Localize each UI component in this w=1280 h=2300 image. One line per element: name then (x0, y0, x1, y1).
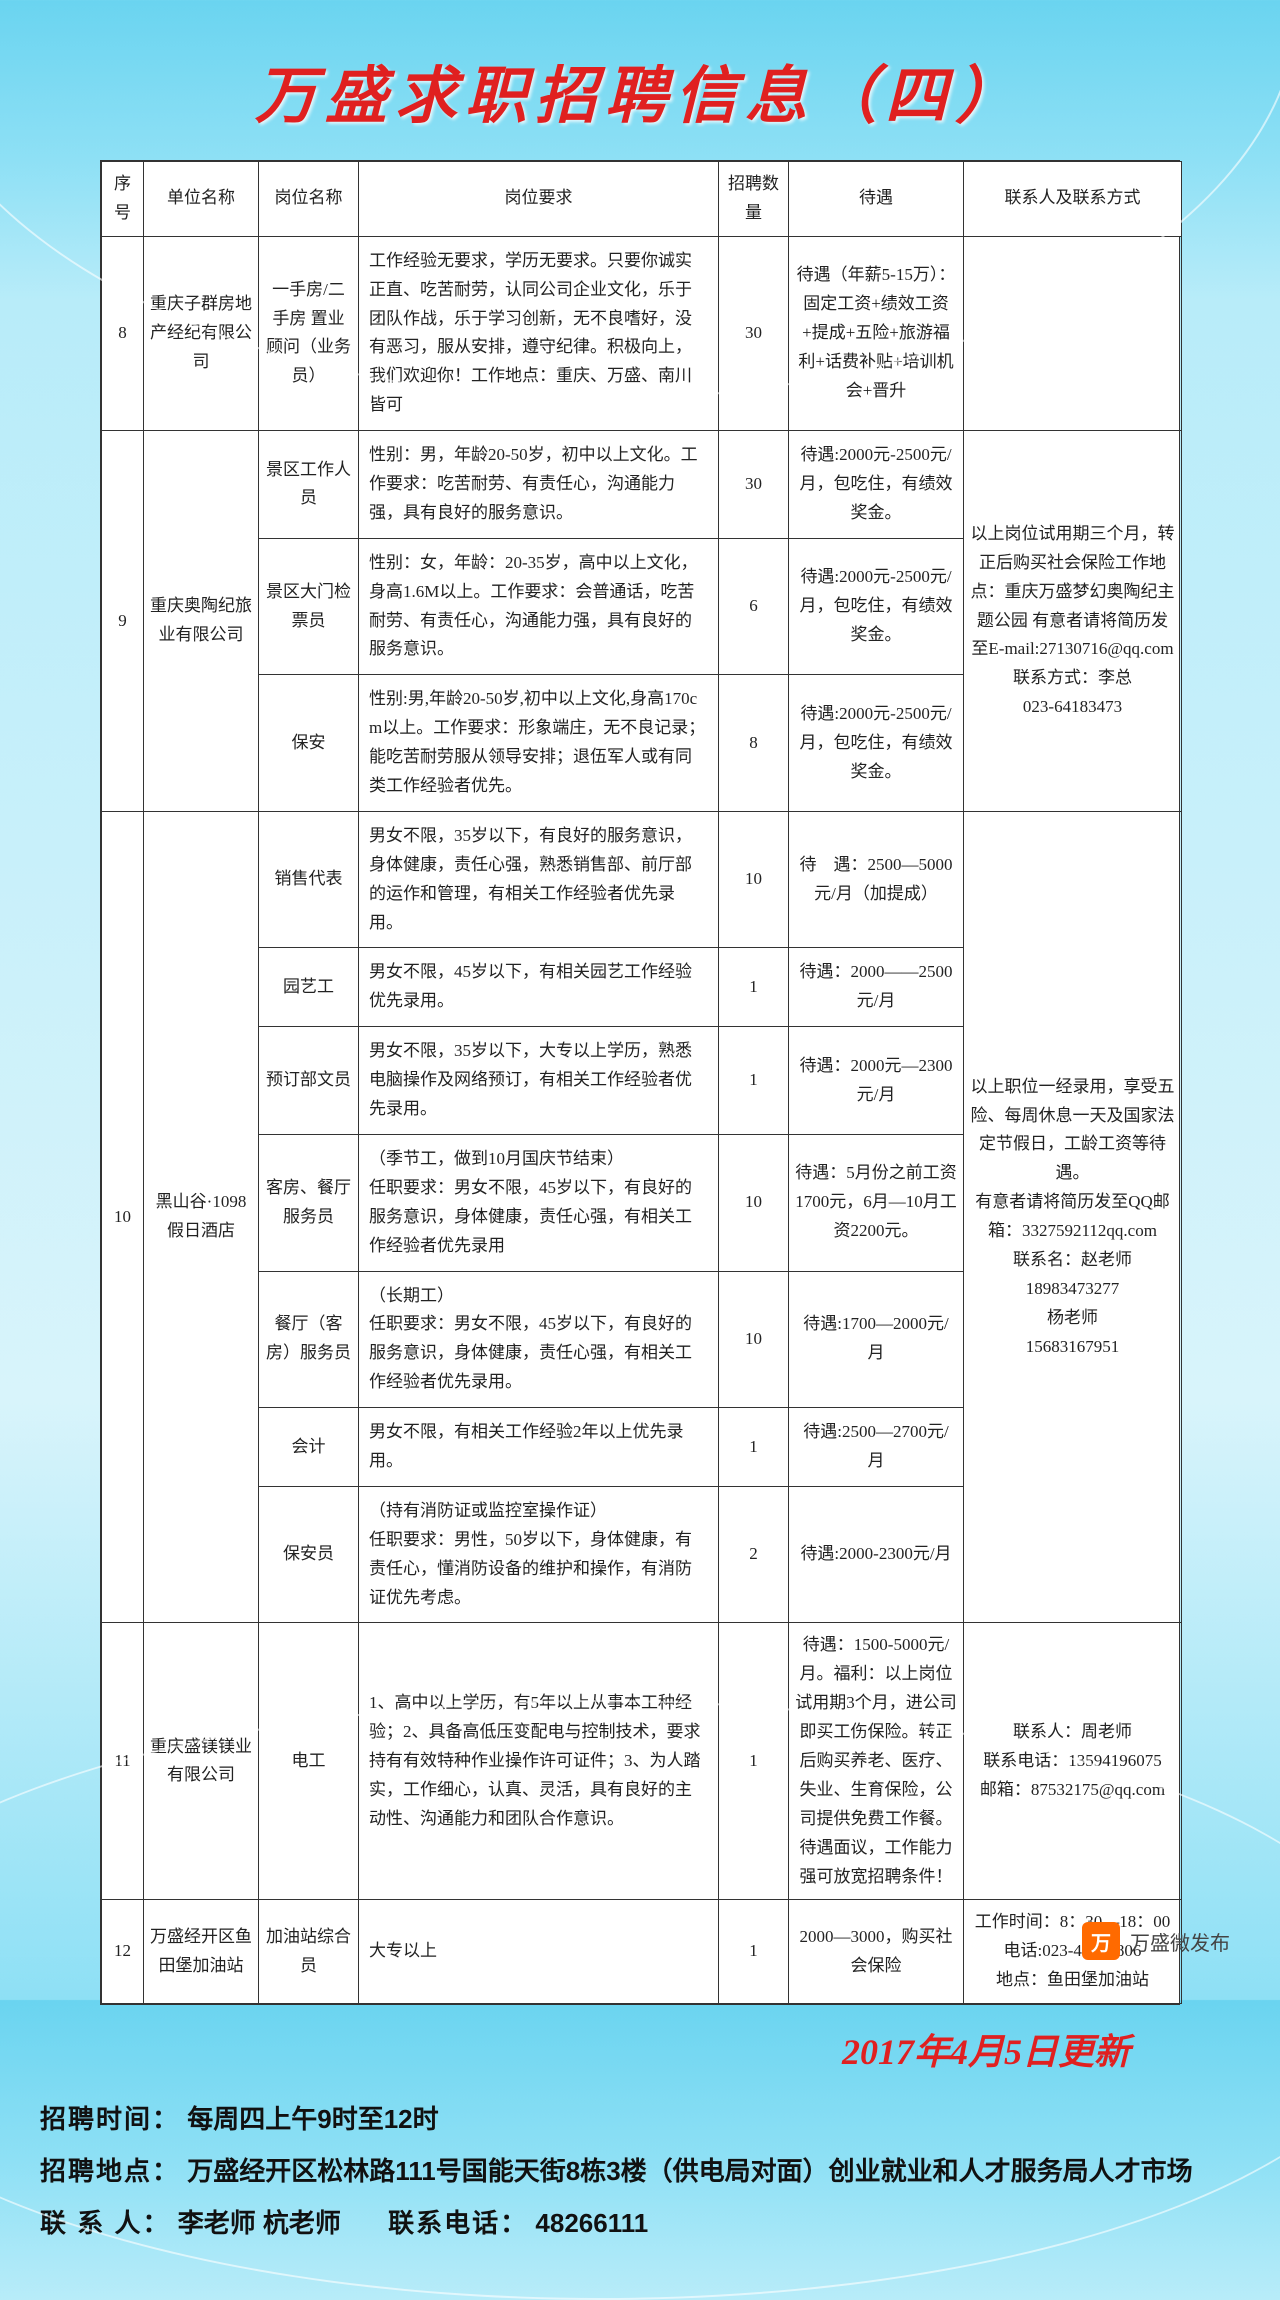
cell-requirement: 男女不限，45岁以下，有相关园艺工作经验优先录用。 (359, 948, 719, 1027)
cell-position: 园艺工 (259, 948, 359, 1027)
col-number: 招聘数量 (719, 162, 789, 237)
cell-position: 景区大门检票员 (259, 538, 359, 675)
col-position: 岗位名称 (259, 162, 359, 237)
cell-requirement: （季节工，做到10月国庆节结束）任职要求：男女不限，45岁以下，有良好的服务意识… (359, 1134, 719, 1271)
cell-position: 销售代表 (259, 811, 359, 948)
cell-position: 会计 (259, 1408, 359, 1487)
cell-treatment: 待遇:2000元-2500元/月，包吃住，有绩效奖金。 (789, 538, 964, 675)
cell-position: 餐厅（客房）服务员 (259, 1271, 359, 1408)
cell-company: 万盛经开区鱼田堡加油站 (144, 1900, 259, 2004)
cell-contact: 以上职位一经录用，享受五险、每周休息一天及国家法定节假日，工龄工资等待遇。有意者… (964, 811, 1182, 1622)
cell-position: 一手房/二手房 置业顾问（业务员） (259, 236, 359, 430)
cell-requirement: （长期工）任职要求：男女不限，45岁以下，有良好的服务意识，身体健康，责任心强，… (359, 1271, 719, 1408)
cell-requirement: 男女不限，35岁以下，大专以上学历，熟悉电脑操作及网络预订，有相关工作经验者优先… (359, 1027, 719, 1135)
cell-number: 30 (719, 431, 789, 539)
table-header-row: 序号 单位名称 岗位名称 岗位要求 招聘数量 待遇 联系人及联系方式 (102, 162, 1182, 237)
table-row: 9重庆奥陶纪旅业有限公司景区工作人员性别：男，年龄20-50岁，初中以上文化。工… (102, 431, 1182, 539)
cell-number: 10 (719, 1134, 789, 1271)
cell-position: 客房、餐厅服务员 (259, 1134, 359, 1271)
cell-treatment: 待遇:2000-2300元/月 (789, 1486, 964, 1623)
cell-contact: 以上岗位试用期三个月，转正后购买社会保险工作地点：重庆万盛梦幻奥陶纪主题公园 有… (964, 431, 1182, 812)
cell-contact (964, 236, 1182, 430)
wechat-name: 万盛微发布 (1130, 1927, 1230, 1956)
col-requirement: 岗位要求 (359, 162, 719, 237)
cell-requirement: 大专以上 (359, 1900, 719, 2004)
time-value: 每周四上午9时至12时 (187, 2104, 438, 2134)
cell-requirement: 性别：女，年龄：20-35岁，高中以上文化，身高1.6M以上。工作要求：会普通话… (359, 538, 719, 675)
cell-number: 30 (719, 236, 789, 430)
wechat-icon (1082, 1922, 1120, 1960)
phone-value: 48266111 (535, 2208, 648, 2238)
cell-contact: 联系人：周老师联系电话：13594196075邮箱：87532175@qq.co… (964, 1623, 1182, 1900)
cell-requirement: （持有消防证或监控室操作证）任职要求：男性，50岁以下，身体健康，有责任心，懂消… (359, 1486, 719, 1623)
cell-idx: 8 (102, 236, 144, 430)
cell-treatment: 待遇：1500-5000元/月。福利：以上岗位试用期3个月，进公司即买工伤保险。… (789, 1623, 964, 1900)
cell-treatment: 待遇:1700—2000元/月 (789, 1271, 964, 1408)
cell-treatment: 待遇：2000——2500元/月 (789, 948, 964, 1027)
time-label: 招聘时间： (40, 2104, 180, 2134)
contact-value: 李老师 杭老师 (178, 2208, 341, 2238)
cell-treatment: 待遇:2000元-2500元/月，包吃住，有绩效奖金。 (789, 675, 964, 812)
cell-number: 1 (719, 1900, 789, 2004)
cell-requirement: 工作经验无要求，学历无要求。只要你诚实正直、吃苦耐劳，认同公司企业文化，乐于团队… (359, 236, 719, 430)
cell-company: 重庆盛镁镁业有限公司 (144, 1623, 259, 1900)
cell-treatment: 待遇:2500—2700元/月 (789, 1408, 964, 1487)
col-idx: 序号 (102, 162, 144, 237)
addr-value: 万盛经开区松林路111号国能天街8栋3楼（供电局对面）创业就业和人才服务局人才市… (187, 2156, 1192, 2186)
cell-treatment: 2000—3000，购买社会保险 (789, 1900, 964, 2004)
col-company: 单位名称 (144, 162, 259, 237)
cell-number: 1 (719, 1027, 789, 1135)
cell-idx: 11 (102, 1623, 144, 1900)
wechat-badge: 万盛微发布 (1082, 1922, 1230, 1960)
cell-requirement: 性别：男，年龄20-50岁，初中以上文化。工作要求：吃苦耐劳、有责任心，沟通能力… (359, 431, 719, 539)
col-contact: 联系人及联系方式 (964, 162, 1182, 237)
table-row: 8重庆子群房地产经纪有限公司一手房/二手房 置业顾问（业务员）工作经验无要求，学… (102, 236, 1182, 430)
col-treatment: 待遇 (789, 162, 964, 237)
cell-number: 1 (719, 948, 789, 1027)
cell-number: 10 (719, 811, 789, 948)
cell-requirement: 性别:男,年龄20-50岁,初中以上文化,身高170cm以上。工作要求：形象端庄… (359, 675, 719, 812)
footer-info: 招聘时间： 每周四上午9时至12时 招聘地点： 万盛经开区松林路111号国能天街… (0, 2075, 1280, 2249)
cell-position: 保安员 (259, 1486, 359, 1623)
cell-treatment: 待遇：2000元—2300元/月 (789, 1027, 964, 1135)
cell-requirement: 男女不限，35岁以下，有良好的服务意识，身体健康，责任心强，熟悉销售部、前厅部的… (359, 811, 719, 948)
contact-label: 联 系 人： (40, 2208, 170, 2238)
cell-treatment: 待遇（年薪5-15万）：固定工资+绩效工资+提成+五险+旅游福利+话费补贴+培训… (789, 236, 964, 430)
cell-company: 黑山谷·1098假日酒店 (144, 811, 259, 1622)
cell-requirement: 男女不限，有相关工作经验2年以上优先录用。 (359, 1408, 719, 1487)
table-row: 10黑山谷·1098假日酒店销售代表男女不限，35岁以下，有良好的服务意识，身体… (102, 811, 1182, 948)
cell-company: 重庆子群房地产经纪有限公司 (144, 236, 259, 430)
job-table: 序号 单位名称 岗位名称 岗位要求 招聘数量 待遇 联系人及联系方式 8重庆子群… (100, 160, 1180, 2005)
cell-position: 电工 (259, 1623, 359, 1900)
cell-treatment: 待遇：5月份之前工资1700元，6月—10月工资2200元。 (789, 1134, 964, 1271)
cell-number: 6 (719, 538, 789, 675)
cell-position: 保安 (259, 675, 359, 812)
cell-number: 10 (719, 1271, 789, 1408)
update-date: 2017年4月5日更新 (0, 2005, 1280, 2075)
cell-number: 1 (719, 1408, 789, 1487)
cell-treatment: 待 遇：2500—5000元/月（加提成） (789, 811, 964, 948)
cell-company: 重庆奥陶纪旅业有限公司 (144, 431, 259, 812)
cell-position: 加油站综合员 (259, 1900, 359, 2004)
addr-label: 招聘地点： (40, 2156, 180, 2186)
cell-number: 8 (719, 675, 789, 812)
page-title: 万盛求职招聘信息（四） (0, 0, 1280, 160)
cell-position: 景区工作人员 (259, 431, 359, 539)
cell-treatment: 待遇:2000元-2500元/月，包吃住，有绩效奖金。 (789, 431, 964, 539)
cell-number: 2 (719, 1486, 789, 1623)
cell-number: 1 (719, 1623, 789, 1900)
phone-label: 联系电话： (388, 2208, 528, 2238)
cell-position: 预订部文员 (259, 1027, 359, 1135)
table-row: 12万盛经开区鱼田堡加油站加油站综合员大专以上12000—3000，购买社会保险… (102, 1900, 1182, 2004)
table-row: 11重庆盛镁镁业有限公司电工1、高中以上学历，有5年以上从事本工种经验；2、具备… (102, 1623, 1182, 1900)
cell-requirement: 1、高中以上学历，有5年以上从事本工种经验；2、具备高低压变配电与控制技术，要求… (359, 1623, 719, 1900)
cell-idx: 12 (102, 1900, 144, 2004)
cell-idx: 10 (102, 811, 144, 1622)
cell-idx: 9 (102, 431, 144, 812)
